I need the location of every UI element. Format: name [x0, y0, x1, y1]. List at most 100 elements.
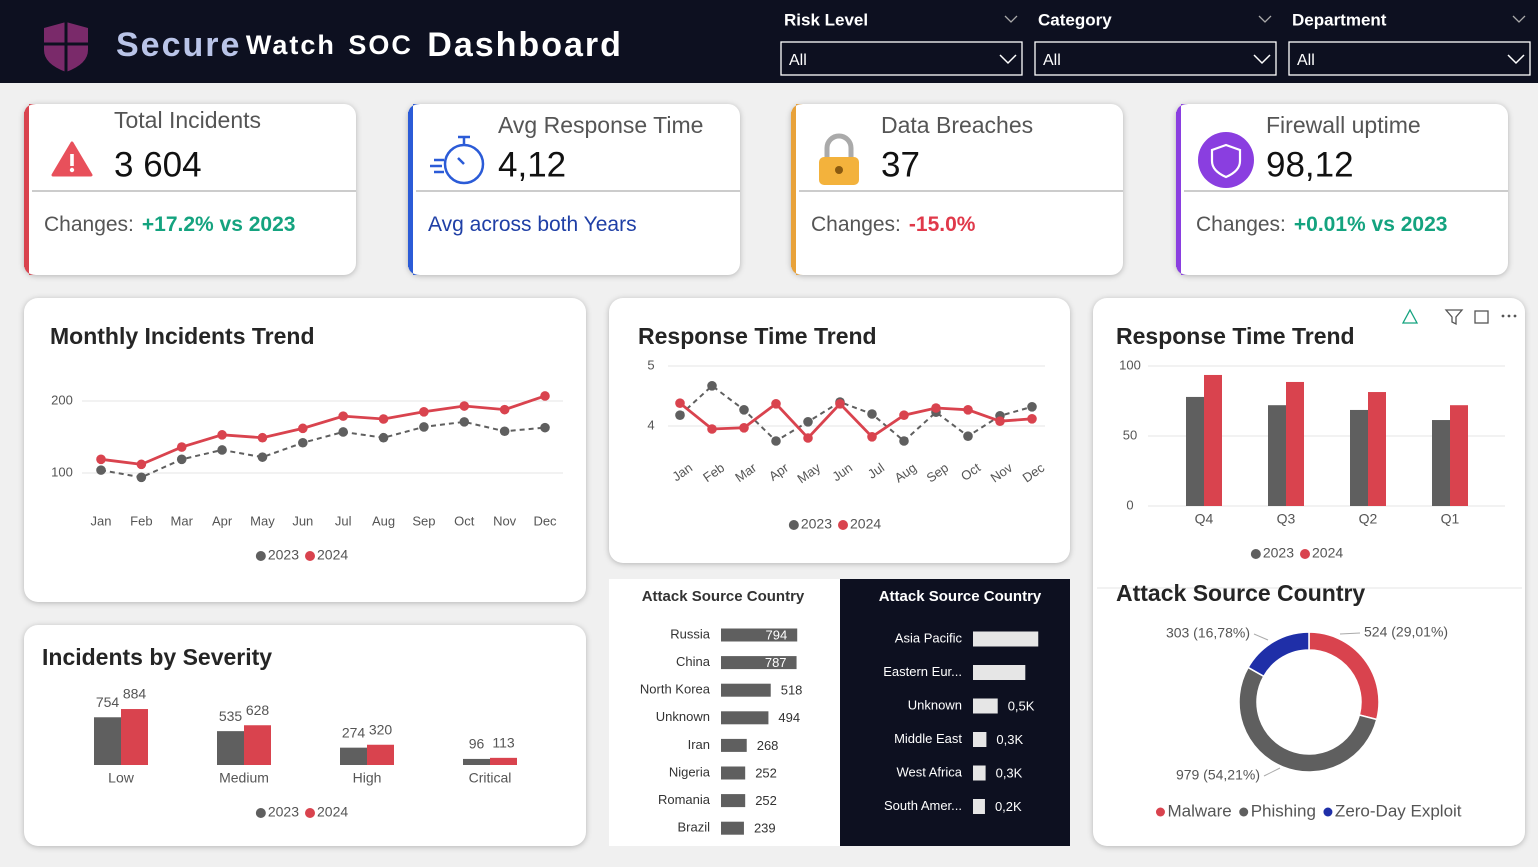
y-tick-label: 0 [1126, 497, 1133, 512]
legend-marker [305, 808, 315, 818]
chart-title: Response Time Trend [638, 323, 877, 349]
filter-label: Department [1292, 10, 1387, 29]
x-tick-label: Jun [292, 513, 313, 528]
kpi-card [1176, 104, 1508, 275]
donut-slice [1247, 631, 1310, 678]
logo-cross [44, 22, 88, 72]
bar [244, 725, 271, 765]
panel-dark [840, 579, 1070, 846]
kpi-note: Changes: +17.2% vs 2023 [44, 213, 295, 236]
kpi-change: +0.01% vs 2023 [1294, 213, 1448, 236]
kpi-change: -15.0% [909, 213, 976, 236]
data-point [459, 401, 470, 411]
data-point [1027, 414, 1037, 424]
legend-marker [1239, 807, 1249, 817]
value-label: 320 [369, 721, 393, 737]
bar [721, 683, 771, 697]
kpi-note-label: Changes: [44, 213, 134, 236]
category-label: Iran [688, 737, 710, 752]
value-label: 239 [754, 821, 776, 836]
legend-marker [1250, 549, 1261, 559]
x-tick-label: Dec [533, 513, 557, 528]
data-point [707, 381, 717, 391]
kpi-value: 37 [881, 145, 920, 184]
bar [721, 656, 797, 670]
x-tick-label: Critical [469, 770, 512, 786]
data-point [707, 424, 717, 434]
value-label: 754 [96, 694, 120, 710]
x-tick-label: Feb [130, 513, 152, 528]
chart-title: Incidents by Severity [42, 644, 272, 670]
data-point [540, 422, 550, 433]
value-label: 979 (54,21%) [1176, 767, 1260, 783]
leader-line [1263, 767, 1281, 777]
value-label: 0,5K [1008, 698, 1035, 713]
data-point [867, 409, 877, 419]
dropdown[interactable] [1288, 41, 1531, 76]
legend: 2023 2024 [255, 804, 348, 820]
kpi-change: +17.2% vs 2023 [142, 213, 296, 236]
kpi-card [791, 104, 1123, 275]
data-point [419, 407, 429, 417]
bar [1450, 405, 1468, 506]
kpi-note: Changes: -15.0% [811, 213, 976, 236]
value-label: 252 [755, 793, 777, 808]
x-tick-label: Q2 [1359, 511, 1378, 527]
bar [217, 731, 244, 765]
bar [721, 628, 798, 642]
data-point [899, 436, 909, 446]
x-tick-label: Jul [335, 513, 352, 528]
legend-label: 2023 [268, 804, 299, 820]
x-tick-label: Aug [372, 513, 395, 528]
bar [1350, 409, 1368, 506]
dropdown[interactable] [780, 41, 1023, 76]
category-label: Middle East [894, 731, 962, 746]
bar [1368, 392, 1386, 506]
legend-marker [838, 520, 848, 530]
data-point [96, 465, 106, 475]
filter-icon[interactable] [1444, 309, 1464, 326]
value-label: 303 (16,78%) [1166, 625, 1250, 641]
title-part: Secure [116, 26, 241, 64]
category-label: Unknown [656, 709, 710, 724]
x-tick-label: Nov [493, 513, 517, 528]
chart-title: Attack Source Country [879, 588, 1042, 605]
kpi-title: Total Incidents [114, 107, 261, 133]
category-label: West Africa [896, 764, 962, 779]
data-point [803, 433, 813, 443]
bar [1268, 405, 1286, 506]
data-point [419, 422, 429, 432]
bar [721, 821, 744, 835]
leader-line [1339, 632, 1361, 635]
data-point [257, 432, 268, 443]
focus-icon[interactable] [1474, 310, 1489, 324]
legend: 2023 2024 [1250, 545, 1343, 561]
chart-title: Attack Source Country [1116, 580, 1365, 606]
dropdown-value: All [1043, 52, 1061, 69]
legend: Malware Phishing Zero-Day Exploit [1155, 801, 1462, 820]
legend-marker [255, 551, 266, 561]
x-tick-label: Q4 [1195, 511, 1214, 527]
value-label: 96 [469, 736, 485, 752]
series-line [679, 401, 1033, 441]
data-point [257, 452, 268, 462]
kpi-accent [24, 112, 29, 267]
value-label: 518 [781, 683, 803, 698]
data-point [499, 404, 510, 415]
data-point [1027, 402, 1037, 412]
data-point [867, 432, 877, 442]
kpi-title: Firewall uptime [1266, 112, 1421, 138]
dropdown[interactable] [1034, 41, 1277, 76]
value-label: 0,2K [995, 799, 1022, 814]
data-point [739, 423, 749, 433]
data-point [136, 472, 147, 483]
bar [1204, 374, 1222, 506]
data-point [675, 398, 685, 409]
warning-icon[interactable] [1401, 308, 1419, 324]
category-label: South Amer... [884, 798, 962, 813]
dropdown-value: All [1297, 52, 1315, 69]
bar [973, 799, 985, 814]
value-label: 884 [123, 686, 147, 702]
series-line [100, 420, 546, 479]
more-icon[interactable] [1501, 314, 1517, 318]
